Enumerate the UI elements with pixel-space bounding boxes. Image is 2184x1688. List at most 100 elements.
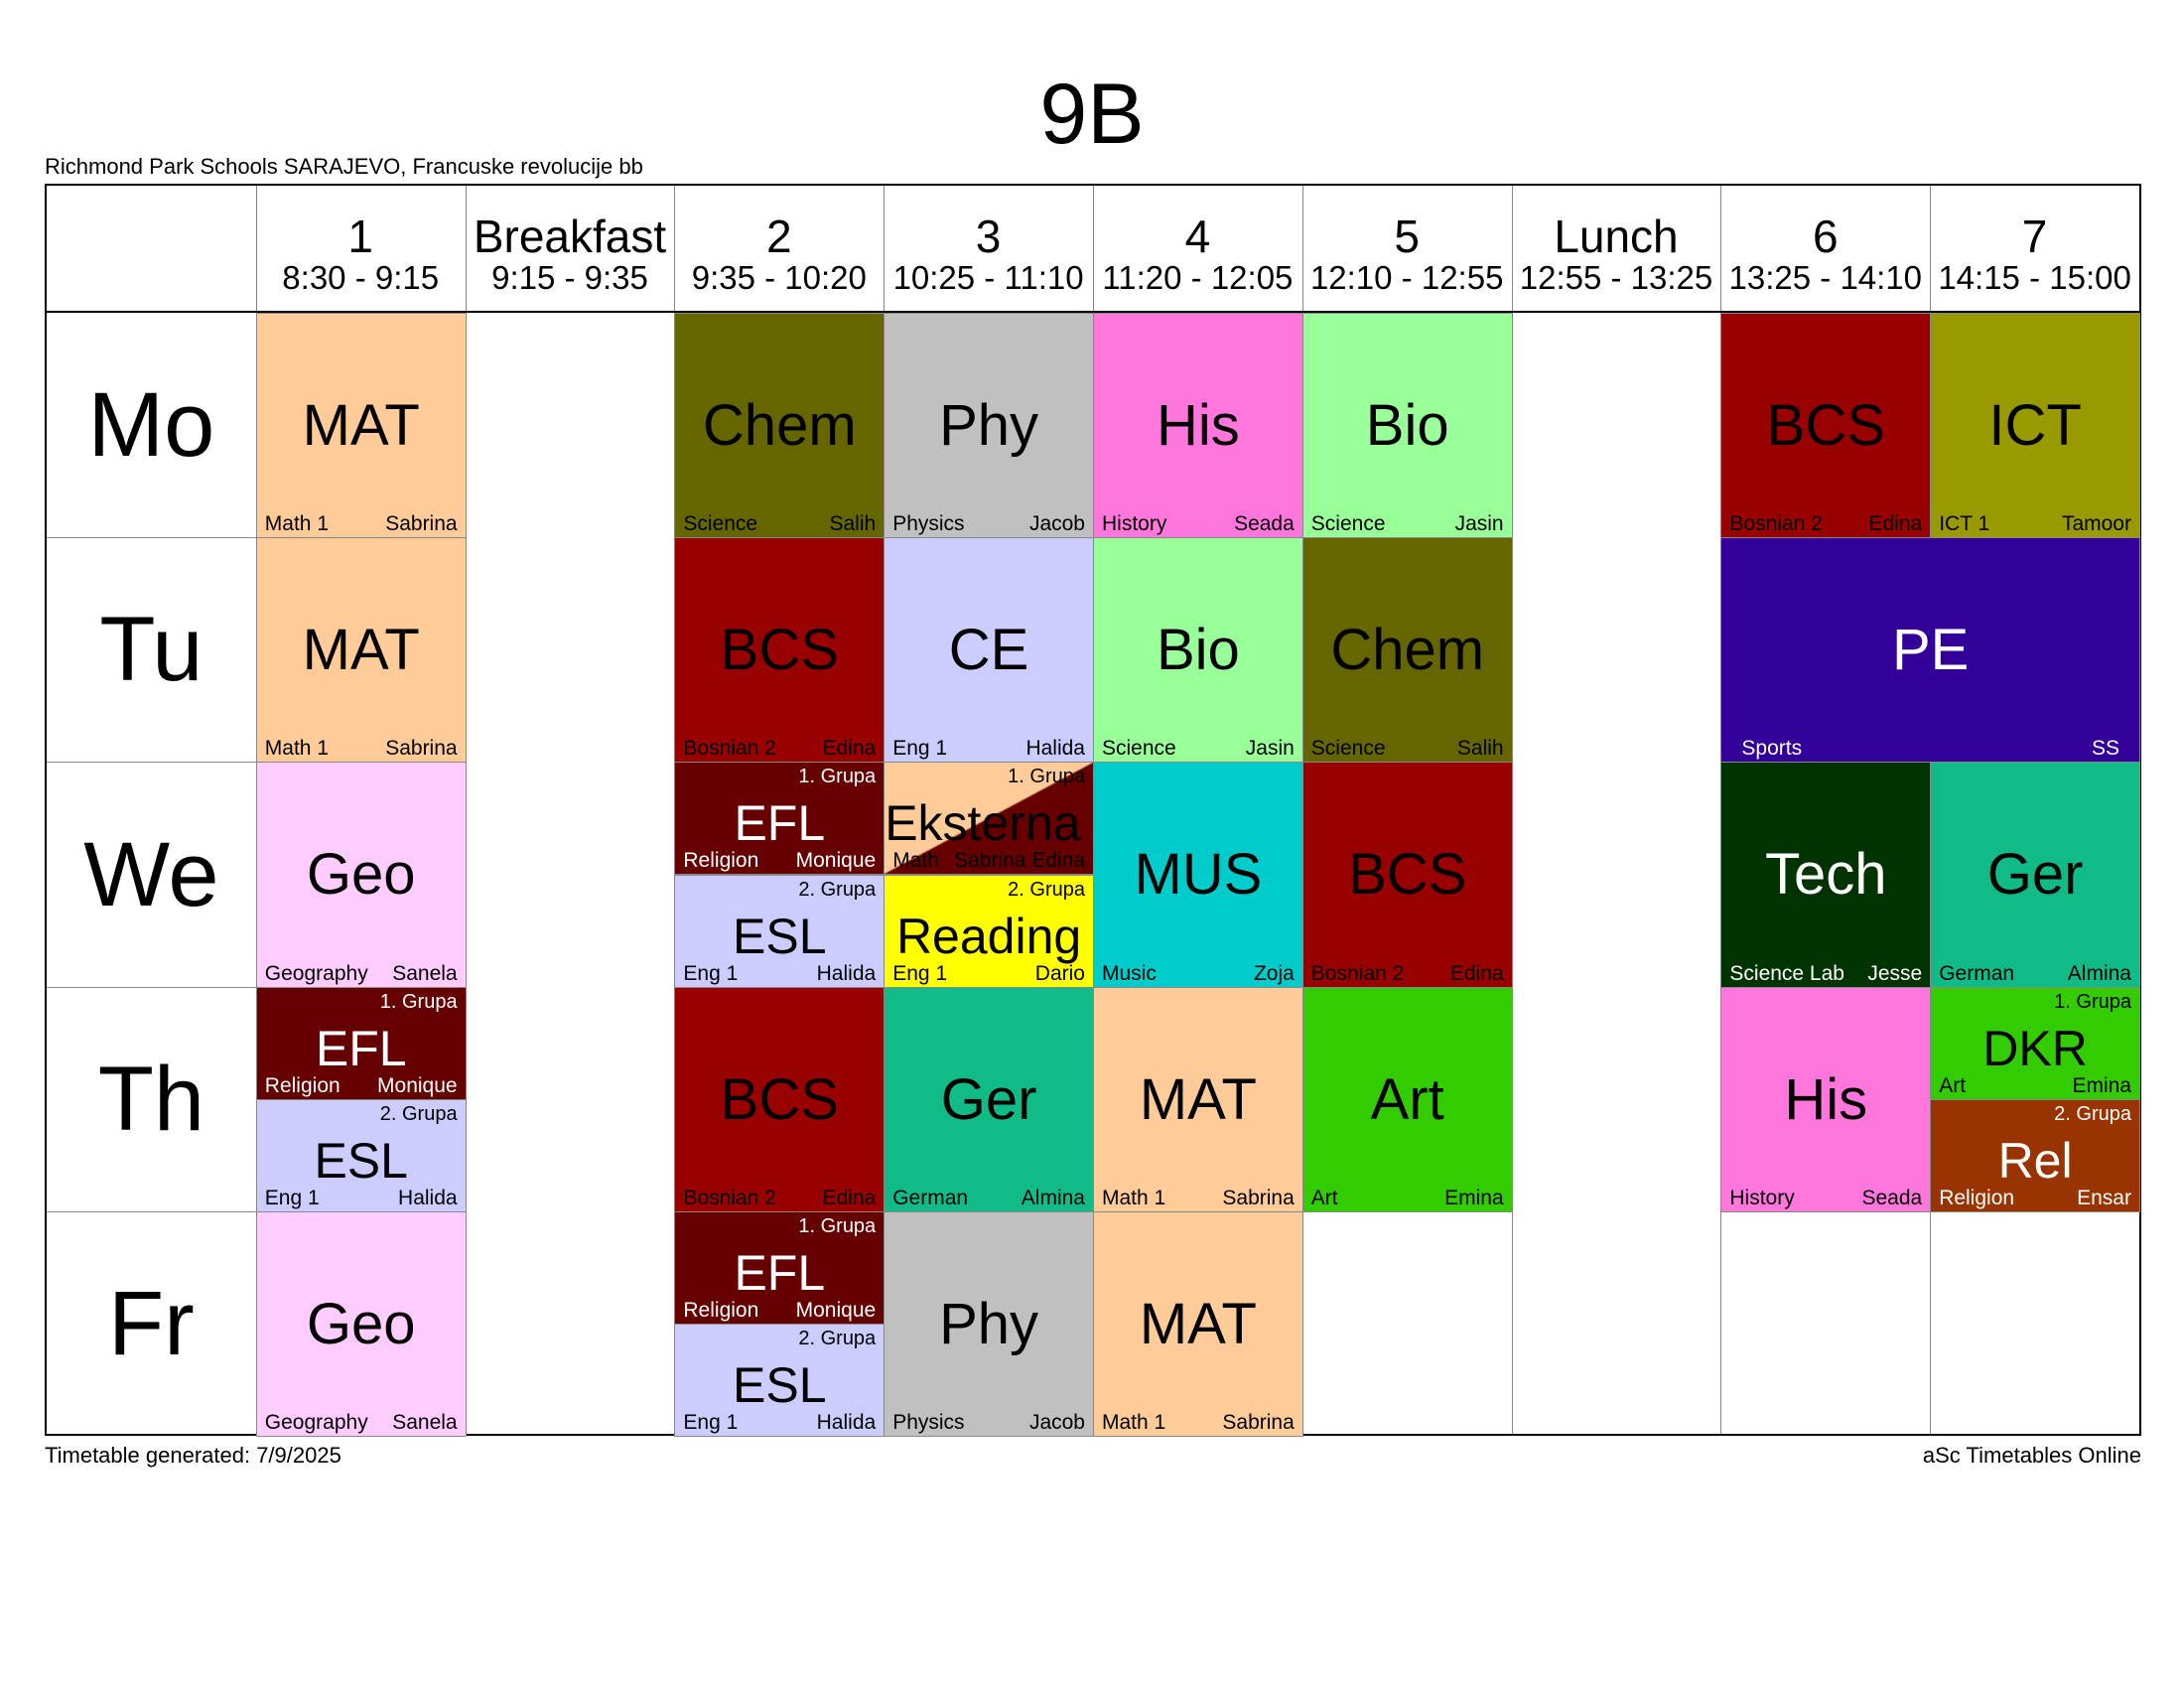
- day-label: Mo: [87, 374, 215, 477]
- teacher-right: Sabrina: [1222, 1186, 1295, 1209]
- teacher-left: German: [892, 1186, 969, 1209]
- teacher-left: Geography: [264, 961, 368, 985]
- period-label: 6: [1812, 211, 1839, 262]
- period-label: 1: [347, 211, 373, 262]
- teacher-left: Sports: [1741, 737, 1803, 761]
- teacher-left: Math: [892, 849, 939, 873]
- teacher-right: Salih: [1456, 737, 1504, 761]
- teacher-left: Bosnian 2: [1729, 512, 1823, 536]
- group: 2. Grupa: [379, 1102, 458, 1125]
- subject: ESL: [733, 908, 827, 964]
- period-label: 2: [765, 211, 792, 262]
- teacher-right: Almina: [2067, 961, 2131, 985]
- day-label: Fr: [107, 1272, 195, 1374]
- lesson: Phy Physics Jacob: [884, 313, 1094, 539]
- group: 2. Grupa: [798, 1327, 877, 1349]
- teacher-right: Edina: [1449, 961, 1504, 985]
- lesson: ESL 2. Grupa Eng 1 Halida: [674, 1323, 886, 1437]
- period-label: Lunch: [1554, 211, 1679, 262]
- subject: MAT: [302, 618, 420, 683]
- subject: Phy: [939, 1291, 1039, 1356]
- subject: ICT: [1988, 393, 2082, 459]
- teacher-right: Almina: [1021, 1186, 1085, 1209]
- subject: MAT: [1139, 1066, 1257, 1132]
- subject: Chem: [702, 393, 857, 459]
- group: 1. Grupa: [379, 990, 458, 1013]
- teacher-left: History: [1729, 1186, 1795, 1209]
- subject: CE: [948, 618, 1029, 683]
- group: 1. Grupa: [1008, 766, 1085, 788]
- subject: Bio: [1365, 393, 1449, 459]
- teacher-right: Seada: [1234, 512, 1295, 536]
- teacher-left: Science: [1102, 737, 1176, 761]
- subject: His: [1784, 1066, 1868, 1132]
- lesson: BCS Bosnian 2 Edina: [1301, 762, 1513, 988]
- group: 1. Grupa: [2054, 990, 2131, 1013]
- row-line: [47, 762, 256, 764]
- lesson: Eksterna M 1. Grupa Math Sabrina Edina: [884, 762, 1094, 876]
- lesson: BCS Bosnian 2 Edina: [1720, 313, 1932, 539]
- subject: Tech: [1765, 842, 1887, 908]
- subject: EFL: [734, 1244, 826, 1301]
- period-label: 5: [1394, 211, 1420, 262]
- day-label: We: [83, 823, 219, 925]
- subject: MAT: [1139, 1291, 1257, 1356]
- teacher-left: Religion: [264, 1073, 341, 1097]
- teacher-right: Jacob: [1028, 512, 1085, 536]
- teacher-right: Halida: [398, 1186, 458, 1209]
- period-time: 12:10 - 12:55: [1309, 259, 1504, 296]
- teacher-right: Sanela: [392, 961, 458, 985]
- timetable: 1 8:30 - 9:15 Breakfast 9:15 - 9:35 2 9:35 - …: [45, 184, 2141, 1437]
- teacher-right: Sabrina: [385, 737, 458, 761]
- lesson: ESL 2. Grupa Eng 1 Halida: [255, 1098, 467, 1212]
- lesson: CE Eng 1 Halida: [884, 537, 1094, 764]
- school: Richmond Park Schools SARAJEVO, Francusk…: [45, 154, 643, 179]
- lesson: ICT ICT 1 Tamoor: [1930, 313, 2140, 539]
- teacher-left: Eng 1: [264, 1186, 320, 1209]
- subject: Geo: [306, 842, 416, 908]
- period-label: 7: [2021, 211, 2048, 262]
- subject: Ger: [1986, 842, 2084, 908]
- period-time: 12:55 - 13:25: [1519, 259, 1713, 296]
- subject: BCS: [720, 618, 839, 683]
- subject: PE: [1892, 618, 1970, 683]
- teacher-left: Science: [1310, 737, 1386, 761]
- lesson: His History Seada: [1093, 313, 1303, 539]
- teacher-right: Seada: [1861, 1186, 1923, 1209]
- period-time: 8:30 - 9:15: [282, 259, 440, 296]
- subject: Art: [1370, 1066, 1444, 1132]
- lesson: Geo Geography Sanela: [255, 1210, 467, 1437]
- teacher-right: Jasin: [1245, 737, 1295, 761]
- teacher-right: Tamoor: [2061, 512, 2131, 536]
- teacher-right: Jesse: [1867, 961, 1923, 985]
- teacher-left: Religion: [683, 1298, 759, 1322]
- lesson: MAT Math 1 Sabrina: [1093, 986, 1303, 1212]
- teacher-right: Edina: [1868, 512, 1923, 536]
- teacher-left: History: [1102, 512, 1167, 536]
- period-label: 4: [1184, 211, 1211, 262]
- teacher-right: Ensar: [2077, 1186, 2131, 1209]
- group: 2. Grupa: [1008, 878, 1085, 901]
- period-time: 13:25 - 14:10: [1728, 259, 1923, 296]
- teacher-right: Sanela: [392, 1410, 458, 1434]
- period-time: 14:15 - 15:00: [1938, 259, 2131, 296]
- title: 9B: [1039, 67, 1145, 162]
- group: 2. Grupa: [798, 878, 877, 901]
- subject: EFL: [734, 795, 826, 852]
- teacher-left: Geography: [264, 1410, 368, 1434]
- teacher-left: Science: [683, 512, 758, 536]
- row-line: [47, 1210, 256, 1212]
- lesson: PE Sports SS: [1720, 537, 2140, 764]
- teacher-left: Bosnian 2: [683, 737, 776, 761]
- teacher-right: SS: [2091, 737, 2119, 761]
- subject: His: [1157, 393, 1240, 459]
- teacher-left: Art: [1310, 1186, 1338, 1209]
- teacher-left: Bosnian 2: [683, 1186, 776, 1209]
- teacher-right: Halida: [1025, 737, 1085, 761]
- lesson: Tech Science Lab Jesse: [1720, 762, 1932, 988]
- teacher-right: Jasin: [1454, 512, 1504, 536]
- subject: Ger: [940, 1066, 1037, 1132]
- header-line: [47, 311, 2139, 313]
- lesson: MAT Math 1 Sabrina: [255, 537, 467, 764]
- teacher-right: Jacob: [1028, 1410, 1085, 1434]
